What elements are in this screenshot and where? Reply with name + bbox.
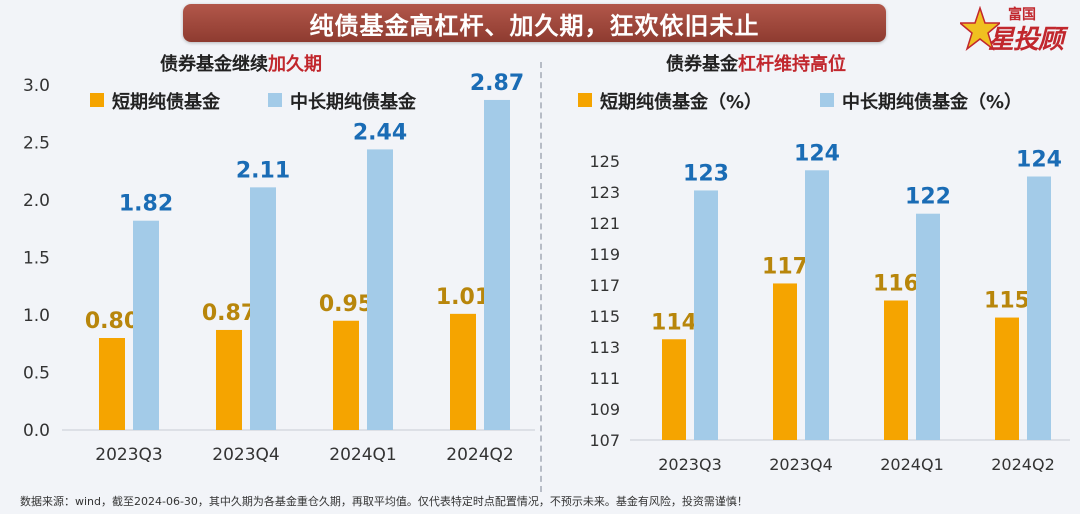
right-data-label: 116 — [873, 272, 919, 297]
right-xtick-label: 2023Q3 — [658, 455, 722, 474]
left-bar-short — [216, 329, 242, 430]
left-bar-long — [133, 220, 159, 430]
left-xtick-label: 2023Q4 — [212, 445, 279, 465]
left-xtick-label: 2024Q1 — [329, 445, 396, 465]
left-ytick-label: 2.0 — [23, 191, 50, 211]
panel-divider — [540, 62, 542, 492]
right-xtick-label: 2024Q2 — [991, 455, 1055, 474]
left-ytick-label: 1.5 — [23, 249, 50, 269]
brand-logo: 富国 星投顾 — [958, 2, 1078, 55]
left-data-label: 2.44 — [353, 120, 407, 145]
right-ytick-label: 125 — [589, 152, 620, 171]
left-bar-long — [484, 99, 510, 430]
right-bar-long — [916, 213, 940, 440]
left-bar-long — [367, 149, 393, 430]
left-ytick-label: 2.5 — [23, 134, 50, 154]
right-bar-long — [694, 190, 718, 440]
right-ytick-label: 113 — [589, 338, 620, 357]
right-bar-short — [773, 283, 797, 440]
right-bar-short — [884, 300, 908, 440]
duration-bar-chart: 0.0 0.5 1.0 1.5 2.0 2.5 3.0 0.80 1.82 2023Q3 0.87 2… — [23, 71, 535, 465]
leverage-bar-chart: 107 109 111 113 115 117 119 121 123 125 114 123 2023… — [578, 91, 1070, 474]
left-legend-swatch — [90, 93, 104, 107]
left-legend-label: 短期纯债基金 — [112, 91, 221, 113]
right-data-label: 117 — [762, 254, 808, 279]
left-xtick-label: 2024Q2 — [446, 445, 513, 465]
right-ytick-label: 115 — [589, 307, 620, 326]
right-bar-short — [662, 339, 686, 440]
left-legend-label: 中长期纯债基金 — [290, 91, 417, 113]
right-ytick-label: 111 — [589, 369, 620, 388]
left-data-label: 0.87 — [202, 301, 256, 326]
right-legend-swatch — [578, 93, 592, 107]
left-data-label: 0.95 — [319, 292, 373, 317]
right-xtick-label: 2023Q4 — [769, 455, 833, 474]
right-data-label: 114 — [651, 310, 697, 335]
right-data-label: 122 — [905, 185, 951, 210]
right-legend-label: 中长期纯债基金（%） — [842, 91, 1022, 113]
left-bar-short — [99, 338, 125, 430]
right-ytick-label: 107 — [589, 431, 620, 450]
left-ytick-label: 0.0 — [23, 421, 50, 441]
right-ytick-label: 123 — [589, 183, 620, 202]
left-chart-title: 债券基金继续加久期 — [160, 54, 322, 75]
left-data-label: 1.01 — [436, 285, 490, 310]
left-bar-long — [250, 187, 276, 430]
right-ytick-label: 119 — [589, 245, 620, 264]
right-chart-title: 债券基金杠杆维持高位 — [666, 54, 846, 75]
right-xtick-label: 2024Q1 — [880, 455, 944, 474]
right-bar-short — [995, 317, 1019, 440]
left-data-label: 2.87 — [470, 71, 524, 96]
banner-title: 纯债基金高杠杆、加久期，狂欢依旧未止 — [183, 4, 886, 42]
right-ytick-label: 117 — [589, 276, 620, 295]
left-data-label: 1.82 — [119, 192, 173, 217]
star-icon — [960, 6, 1000, 52]
left-ytick-label: 0.5 — [23, 364, 50, 384]
left-bar-short — [333, 320, 359, 430]
right-data-label: 124 — [1016, 148, 1062, 173]
right-ytick-label: 109 — [589, 400, 620, 419]
right-legend-swatch — [820, 93, 834, 107]
right-bar-long — [1027, 176, 1051, 440]
left-xtick-label: 2023Q3 — [95, 445, 162, 465]
right-data-label: 124 — [794, 141, 840, 166]
left-ytick-label: 3.0 — [23, 76, 50, 96]
left-ytick-label: 1.0 — [23, 306, 50, 326]
left-data-label: 0.80 — [85, 309, 139, 334]
right-legend-label: 短期纯债基金（%） — [600, 91, 762, 113]
footer-note: 数据来源：wind，截至2024-06-30，其中久期为各基金重仓久期，再取平均… — [20, 495, 748, 508]
left-bar-short — [450, 313, 476, 430]
logo-top-text: 富国 — [1008, 7, 1036, 23]
right-data-label: 115 — [984, 289, 1030, 314]
logo-main-text: 星投顾 — [988, 25, 1064, 55]
right-ytick-label: 121 — [589, 214, 620, 233]
left-data-label: 2.11 — [236, 158, 290, 183]
left-legend-swatch — [268, 93, 282, 107]
right-data-label: 123 — [683, 161, 729, 186]
right-bar-long — [805, 170, 829, 441]
